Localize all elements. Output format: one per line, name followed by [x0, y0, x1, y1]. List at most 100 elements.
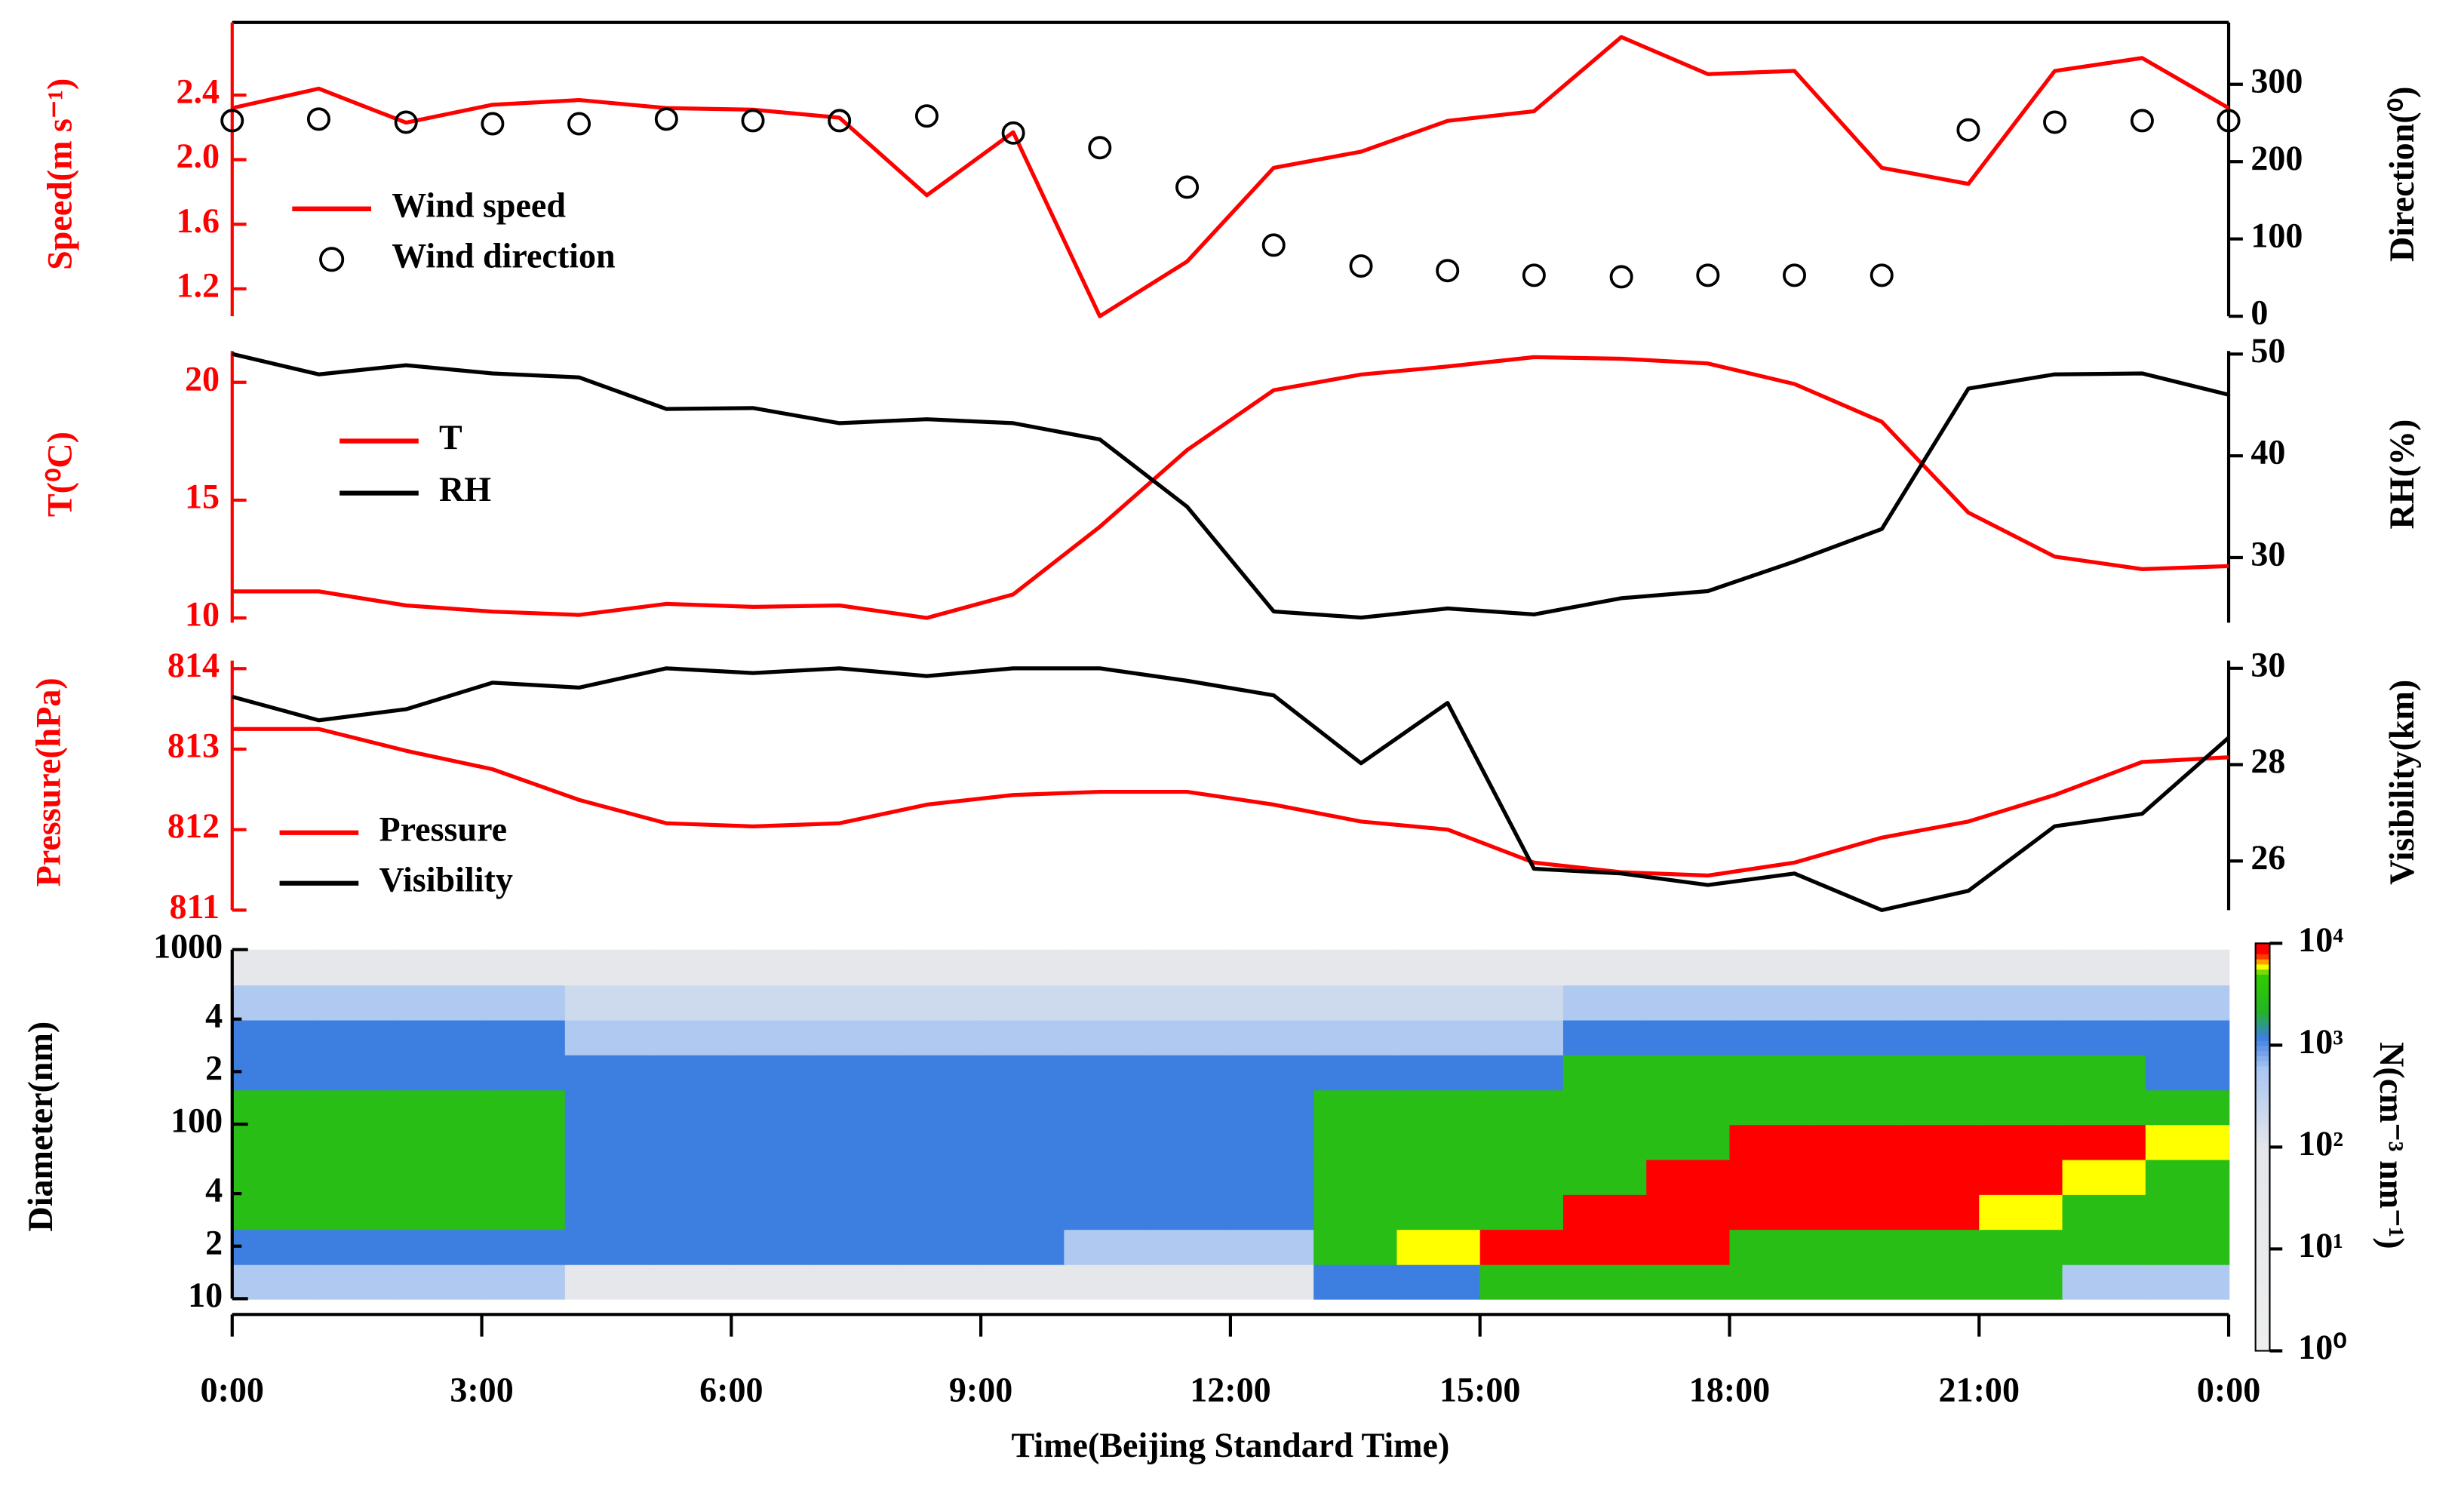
heatmap-cell — [648, 1124, 733, 1160]
heatmap-cell — [1230, 1228, 1315, 1265]
y-tick-label: 1.2 — [176, 266, 220, 304]
heatmap-cell — [1729, 1159, 1814, 1195]
heatmap-cell — [1064, 1124, 1148, 1160]
colorbar-segment — [2255, 1234, 2270, 1240]
y-tick-label: 10 — [185, 595, 220, 634]
y2-tick-label: 26 — [2250, 838, 2285, 877]
heatmap-cell — [1396, 949, 1481, 986]
legend-label: T — [439, 418, 462, 456]
heatmap-cell — [232, 1054, 317, 1091]
heatmap-cell — [981, 1159, 1065, 1195]
heatmap-cell — [981, 1054, 1065, 1091]
colorbar-segment — [2255, 1050, 2270, 1056]
heatmap-cell — [564, 1264, 650, 1300]
heatmap-cell — [232, 1194, 317, 1230]
colorbar-segment — [2255, 984, 2270, 991]
heatmap-cell — [1646, 1054, 1731, 1091]
colorbar-segment — [2255, 994, 2270, 1000]
legend-label: RH — [439, 470, 491, 508]
colorbar-segment — [2255, 1034, 2270, 1041]
heatmap-cell — [398, 1124, 483, 1160]
y2-tick-label: 28 — [2250, 742, 2285, 780]
colorbar-segment — [2255, 1254, 2270, 1260]
x-tick-label: 18:00 — [1689, 1371, 1770, 1409]
heatmap-cell — [1812, 1194, 1897, 1230]
heatmap-cell — [1646, 1194, 1731, 1230]
colorbar-segment — [2255, 1095, 2270, 1102]
heatmap-cell — [1147, 1228, 1232, 1265]
y-tick-label: 1.6 — [176, 201, 220, 240]
heatmap-cell — [897, 1124, 982, 1160]
colorbar-segment — [2255, 1004, 2270, 1011]
heatmap-cell — [814, 1089, 899, 1126]
colorbar-segment — [2255, 1136, 2270, 1143]
heatmap-cell — [1230, 1264, 1315, 1300]
heatmap-cell — [481, 1159, 567, 1195]
heatmap-cell — [1812, 1159, 1897, 1195]
heatmap-cell — [1147, 1089, 1232, 1126]
colorbar-segment — [2255, 1325, 2270, 1332]
x-tick-label: 12:00 — [1190, 1371, 1270, 1409]
heatmap-cell — [315, 1054, 400, 1091]
heatmap-cell — [1313, 1019, 1398, 1055]
colorbar-segment — [2255, 1055, 2270, 1061]
heatmap-cell — [1896, 1159, 1980, 1195]
heatmap-cell — [1230, 1124, 1315, 1160]
colorbar-segment — [2255, 1197, 2270, 1204]
heatmap-cell — [2062, 984, 2147, 1021]
heatmap-cell — [2062, 1159, 2147, 1195]
marker — [2130, 109, 2154, 133]
marker — [1609, 265, 1633, 289]
heatmap-cell — [1313, 984, 1398, 1021]
heatmap-cell — [1562, 1089, 1648, 1126]
heatmap-cell — [1896, 1228, 1980, 1265]
heatmap-cell — [564, 1124, 650, 1160]
heatmap-cell — [232, 1264, 317, 1300]
y2-axis-title: RH(%) — [2383, 419, 2421, 530]
heatmap-cell — [1646, 1124, 1731, 1160]
heatmap-cell — [814, 1124, 899, 1160]
heatmap-cell — [1896, 1054, 1980, 1091]
heatmap-cell — [1479, 1124, 1565, 1160]
heatmap-cell — [1396, 1124, 1481, 1160]
y-tick-label: 1000 — [153, 926, 223, 965]
heatmap-cell — [981, 1124, 1065, 1160]
heatmap-cell — [981, 1264, 1065, 1300]
heatmap-cell — [1562, 949, 1648, 986]
colorbar-segment — [2255, 1060, 2270, 1067]
colorbar-segment — [2255, 1213, 2270, 1219]
heatmap-cell — [648, 949, 733, 986]
series-line — [232, 352, 2229, 620]
colorbar-segment — [2255, 1243, 2270, 1250]
colorbar-segment — [2255, 1121, 2270, 1128]
heatmap-cell — [1562, 1054, 1648, 1091]
heatmap-cell — [1729, 1054, 1814, 1091]
heatmap-cell — [398, 1194, 483, 1230]
heatmap-cell — [1064, 1019, 1148, 1055]
heatmap-cell — [1230, 1194, 1315, 1230]
y-tick-label: 2 — [205, 1049, 223, 1087]
heatmap-cell — [2145, 1228, 2230, 1265]
colorbar-segment — [2255, 1009, 2270, 1015]
heatmap-cell — [232, 1019, 317, 1055]
heatmap-cell — [1313, 1228, 1398, 1265]
colorbar-segment — [2255, 1203, 2270, 1209]
heatmap-cell — [1896, 949, 1980, 986]
colorbar-segment — [2255, 953, 2270, 960]
y2-tick-label: 30 — [2250, 645, 2285, 684]
colorbar-segment — [2255, 1091, 2270, 1097]
heatmap-cell — [2062, 1124, 2147, 1160]
heatmap-cell — [398, 1264, 483, 1300]
heatmap-cell — [564, 1159, 650, 1195]
heatmap-cell — [1812, 1054, 1897, 1091]
heatmap-cell — [2145, 949, 2230, 986]
heatmap-cell — [232, 1159, 317, 1195]
heatmap-cell — [897, 1194, 982, 1230]
colorbar-segment — [2255, 1320, 2270, 1326]
marker — [828, 109, 852, 133]
heatmap-cell — [564, 1089, 650, 1126]
heatmap-cell — [564, 1228, 650, 1265]
marker — [2217, 109, 2241, 133]
heatmap-cell — [814, 1264, 899, 1300]
